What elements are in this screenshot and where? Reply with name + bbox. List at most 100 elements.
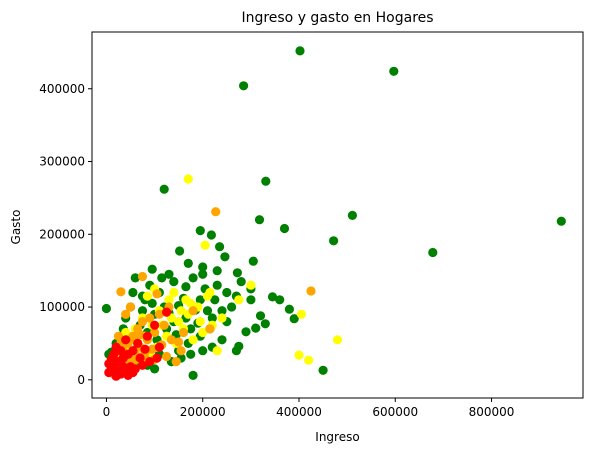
data-point <box>147 344 157 354</box>
data-point <box>164 269 174 279</box>
data-point <box>154 309 164 319</box>
data-point <box>329 236 339 246</box>
data-point <box>142 291 152 301</box>
data-point <box>246 280 256 290</box>
data-point <box>217 313 227 323</box>
data-point <box>116 287 126 297</box>
data-point <box>195 317 205 327</box>
data-point <box>145 313 155 323</box>
data-point <box>198 346 208 356</box>
data-point <box>212 266 222 276</box>
y-tick-label: 0 <box>77 373 85 387</box>
data-point <box>222 287 232 298</box>
data-point <box>220 252 230 262</box>
data-point <box>241 327 251 337</box>
x-tick-label: 200000 <box>180 405 226 419</box>
y-tick-label: 400000 <box>39 82 85 96</box>
data-point <box>152 353 162 363</box>
data-point <box>159 184 169 194</box>
data-point <box>175 246 185 256</box>
data-point <box>217 335 227 345</box>
data-point <box>210 295 220 305</box>
data-point <box>279 223 290 234</box>
data-point <box>121 309 131 319</box>
data-point <box>188 335 198 345</box>
data-point <box>234 295 244 305</box>
x-tick-label: 0 <box>103 405 111 419</box>
data-point <box>296 309 306 319</box>
data-point <box>116 346 126 356</box>
plot-area-frame <box>91 31 584 399</box>
data-point <box>147 298 157 308</box>
data-point <box>157 273 167 283</box>
data-point <box>205 324 215 334</box>
data-point <box>289 314 299 324</box>
data-point <box>174 317 184 327</box>
data-point <box>318 365 328 375</box>
data-point <box>248 256 258 266</box>
x-tick-label: 600000 <box>372 405 418 419</box>
data-point <box>137 360 148 370</box>
points-layer <box>101 46 566 381</box>
data-point <box>186 349 196 359</box>
data-point <box>154 342 164 352</box>
data-point <box>254 215 265 225</box>
data-point <box>130 273 140 283</box>
data-point <box>181 282 191 292</box>
data-point <box>232 268 242 278</box>
data-point <box>137 306 148 316</box>
data-point <box>236 277 246 287</box>
data-point <box>118 362 128 372</box>
data-point <box>162 307 172 317</box>
data-point <box>113 331 124 341</box>
data-point <box>176 346 186 356</box>
data-point <box>202 306 213 316</box>
data-point <box>304 355 314 365</box>
data-point <box>198 262 208 272</box>
data-point <box>246 295 256 305</box>
data-point <box>140 344 150 354</box>
data-point <box>261 176 271 186</box>
data-point <box>198 327 208 338</box>
data-point <box>275 295 285 305</box>
data-point <box>121 335 131 345</box>
chart-title: Ingreso y gasto en Hogares <box>241 10 433 26</box>
y-tick-label: 300000 <box>39 155 85 169</box>
data-point <box>152 289 162 299</box>
data-point <box>239 81 249 91</box>
data-point <box>137 271 148 282</box>
data-point <box>181 295 191 305</box>
data-point <box>188 370 198 380</box>
data-point <box>200 240 210 250</box>
data-point <box>188 306 198 316</box>
data-point <box>150 364 160 374</box>
x-axis-label: Ingreso <box>315 430 359 444</box>
data-point <box>198 269 208 279</box>
data-point <box>227 302 237 312</box>
data-point <box>255 311 266 321</box>
data-point <box>147 264 157 274</box>
data-point <box>205 287 215 298</box>
data-point <box>389 66 399 76</box>
data-point <box>162 351 172 362</box>
data-point <box>295 46 305 56</box>
data-point <box>251 323 261 333</box>
data-point <box>186 324 196 334</box>
data-point <box>231 346 241 356</box>
data-point <box>125 302 136 312</box>
data-point <box>171 357 181 367</box>
data-point <box>174 337 184 347</box>
data-point <box>101 303 111 314</box>
data-point <box>169 277 179 287</box>
data-point <box>556 216 566 226</box>
data-point <box>284 304 294 314</box>
data-point <box>159 320 169 330</box>
data-point <box>428 247 438 258</box>
ticks-layer: 0 200000 400000 600000 800000 0 100000 200000 30… <box>39 82 514 419</box>
data-point <box>135 353 145 363</box>
data-point <box>260 319 270 329</box>
data-point <box>294 350 304 360</box>
data-point <box>347 210 357 220</box>
